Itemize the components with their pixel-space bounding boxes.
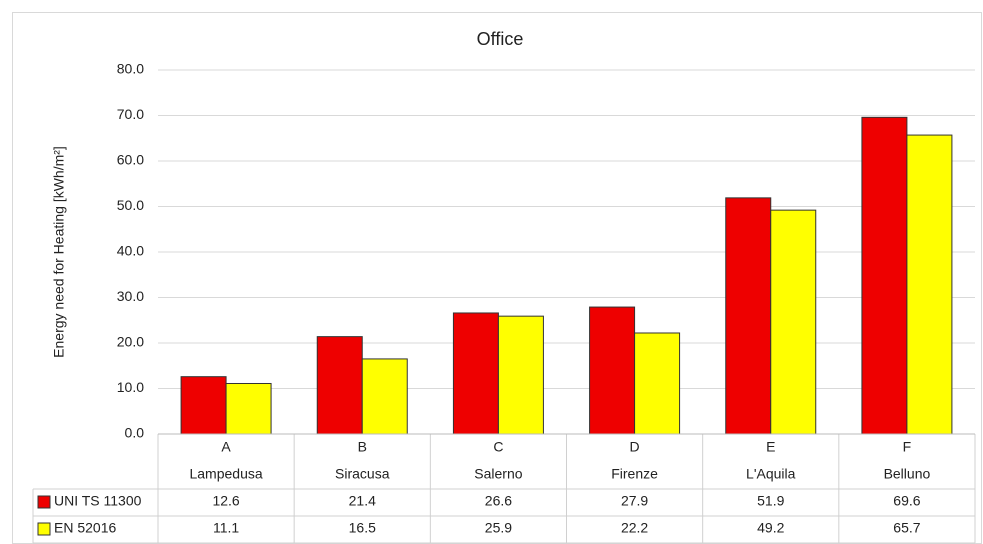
x-tick-label: C: [493, 439, 503, 455]
table-value: 21.4: [349, 493, 376, 509]
bar: [861, 116, 908, 435]
bar: [316, 336, 363, 435]
bar: [770, 209, 817, 435]
x-tick-sublabel: Salerno: [474, 466, 522, 482]
x-tick-label: D: [630, 439, 640, 455]
legend-swatch: [37, 495, 51, 509]
legend-swatch: [37, 522, 51, 536]
y-tick-label: 50.0: [117, 197, 144, 213]
y-tick-label: 40.0: [117, 243, 144, 259]
chart-border: [12, 12, 982, 544]
x-tick-label: B: [358, 439, 367, 455]
table-value: 11.1: [213, 520, 239, 536]
bar: [180, 376, 227, 435]
table-value: 25.9: [485, 520, 512, 536]
x-tick-sublabel: Belluno: [884, 466, 931, 482]
y-tick-label: 60.0: [117, 152, 144, 168]
y-tick-label: 10.0: [117, 379, 144, 395]
bar: [452, 312, 499, 435]
y-tick-label: 20.0: [117, 334, 144, 350]
bar: [361, 358, 408, 435]
x-tick-label: F: [903, 439, 912, 455]
bar: [906, 134, 953, 435]
table-value: 16.5: [349, 520, 376, 536]
y-tick-label: 0.0: [125, 425, 145, 441]
table-value: 65.7: [893, 520, 920, 536]
x-tick-sublabel: Lampedusa: [189, 466, 262, 482]
table-value: 49.2: [757, 520, 784, 536]
table-value: 12.6: [212, 493, 239, 509]
y-tick-label: 30.0: [117, 288, 144, 304]
y-tick-label: 80.0: [117, 61, 144, 77]
bar: [225, 382, 272, 435]
x-tick-label: A: [221, 439, 231, 455]
y-axis-label: Energy need for Heating [kWh/m²]: [51, 146, 67, 358]
table-value: 69.6: [893, 493, 920, 509]
bar: [634, 332, 681, 435]
table-value: 22.2: [621, 520, 648, 536]
bar: [725, 197, 772, 435]
legend-label: EN 52016: [54, 520, 116, 536]
x-tick-sublabel: L'Aquila: [746, 466, 796, 482]
x-tick-label: E: [766, 439, 775, 455]
legend-label: UNI TS 11300: [54, 493, 142, 509]
y-tick-label: 70.0: [117, 106, 144, 122]
bar: [497, 315, 544, 435]
table-value: 27.9: [621, 493, 648, 509]
bar: [589, 306, 636, 435]
table-value: 26.6: [485, 493, 512, 509]
x-tick-sublabel: Firenze: [611, 466, 658, 482]
table-value: 51.9: [757, 493, 784, 509]
x-tick-sublabel: Siracusa: [335, 466, 390, 482]
chart-title: Office: [477, 29, 524, 49]
